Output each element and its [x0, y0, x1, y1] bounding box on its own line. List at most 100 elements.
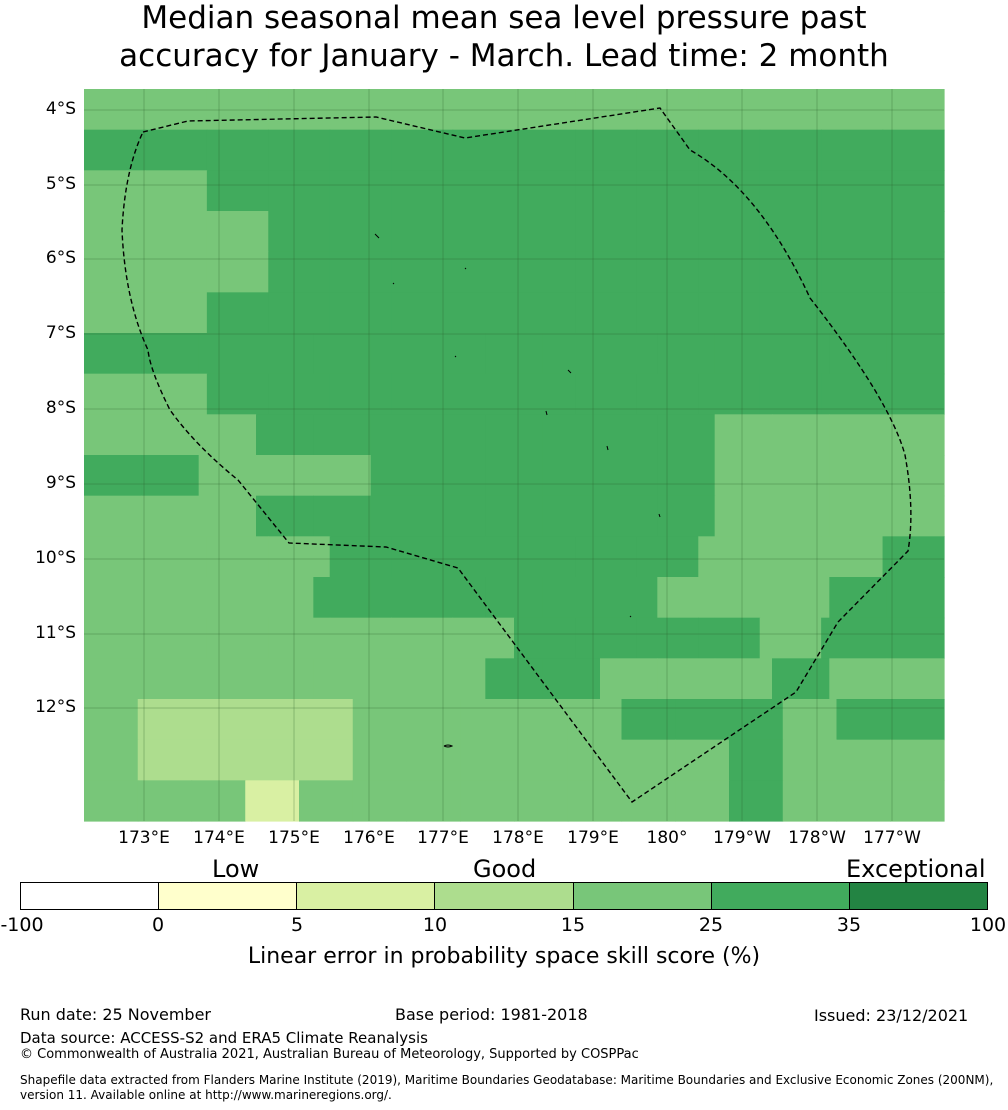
grid-cell: [313, 495, 372, 537]
grid-cell: [821, 89, 884, 131]
colorbar-segment: [297, 883, 436, 909]
grid-cell: [485, 495, 544, 537]
grid-cell: [206, 617, 269, 659]
grid-cell: [313, 414, 372, 456]
grid-cell: [675, 699, 730, 741]
colorbar-segment: [159, 883, 298, 909]
grid-cell: [452, 89, 515, 131]
grid-cell: [206, 170, 269, 212]
grid-cell: [698, 292, 761, 334]
grid-cell: [206, 129, 269, 171]
grid-cell: [636, 373, 699, 415]
grid-cell: [600, 577, 658, 619]
grid-cell: [514, 292, 577, 334]
grid-cell: [759, 617, 822, 659]
grid-cell: [657, 333, 716, 375]
grid-cell: [821, 251, 884, 293]
grid-cell: [268, 373, 331, 415]
grid-cell: [329, 211, 392, 253]
grid-cell: [268, 617, 331, 659]
lon-label: 179°E: [567, 828, 619, 848]
grid-cell: [452, 251, 515, 293]
grid-cell: [191, 699, 246, 741]
grid-cell: [313, 577, 372, 619]
map-title-line2: accuracy for January - March. Lead time:…: [119, 38, 889, 74]
grid-cell: [621, 780, 676, 822]
lon-label: 178°W: [788, 828, 846, 848]
grid-cell: [84, 536, 147, 578]
grid-cell: [428, 455, 486, 497]
lon-label: 176°E: [343, 828, 395, 848]
colorbar-tick: 0: [151, 914, 165, 936]
grid-cell: [514, 699, 569, 741]
grid-cell: [675, 739, 730, 781]
grid-cell: [245, 699, 300, 741]
grid-cell: [84, 292, 147, 334]
grid-cell: [542, 455, 601, 497]
grid-cell: [299, 739, 354, 781]
grid-cell: [829, 455, 888, 497]
issued-date: Issued: 23/12/2021: [814, 1006, 969, 1025]
grid-cell: [391, 373, 454, 415]
colorbar-tick: -100: [0, 914, 44, 936]
island: [454, 355, 457, 358]
grid-cell: [452, 292, 515, 334]
grid-cell: [191, 739, 246, 781]
grid-cell: [636, 170, 699, 212]
grid-cell: [636, 89, 699, 131]
grid-cell: [729, 699, 784, 741]
lat-label: 4°S: [45, 99, 76, 119]
grid-cell: [782, 739, 838, 781]
grid-cell: [882, 211, 945, 253]
islands: [374, 233, 661, 748]
base-period: Base period: 1981-2018: [395, 1005, 588, 1024]
grid-cell: [145, 617, 208, 659]
grid-cell: [575, 617, 638, 659]
grid-cell: [575, 373, 638, 415]
grid-cell: [245, 739, 300, 781]
grid-cell: [206, 373, 269, 415]
grid-cell: [452, 373, 515, 415]
grid-cell: [329, 373, 392, 415]
island: [606, 445, 609, 451]
grid-cell: [829, 577, 888, 619]
grid-cell: [698, 536, 761, 578]
grid-cell: [575, 292, 638, 334]
grid-cell: [821, 373, 884, 415]
grid-cell: [698, 129, 761, 171]
grid-cell: [636, 536, 699, 578]
colorbar-segment: [711, 883, 850, 909]
grid-cell: [460, 699, 515, 741]
grid-cell: [84, 333, 142, 375]
grid-cell: [890, 780, 945, 822]
grid-cell: [542, 577, 601, 619]
grid-cell: [137, 739, 193, 781]
grid-cell: [268, 536, 331, 578]
grid-cell: [84, 739, 139, 781]
grid-cell: [84, 251, 147, 293]
grid-cell: [256, 333, 314, 375]
grid-cell: [772, 658, 830, 700]
grid-cell: [729, 739, 784, 781]
grid-cell: [542, 333, 601, 375]
island: [567, 369, 572, 374]
grid-cell: [370, 333, 429, 375]
grid-cell: [198, 455, 257, 497]
grid-cell: [772, 495, 830, 537]
grid-cell: [890, 699, 945, 741]
colorbar-tick: 35: [836, 914, 862, 936]
grid-cell: [882, 129, 945, 171]
grid-cell: [428, 577, 486, 619]
grid-cell: [329, 536, 392, 578]
grid-cell: [886, 333, 945, 375]
colorbar-tick: 100: [969, 914, 1007, 936]
grid-cell: [882, 536, 945, 578]
category-low: Low: [212, 855, 260, 883]
grid-cell: [206, 251, 269, 293]
grid-cell: [198, 414, 257, 456]
grid-cell: [882, 251, 945, 293]
grid-cell: [313, 455, 372, 497]
grid-cell: [542, 414, 601, 456]
lat-label: 12°S: [35, 697, 76, 717]
grid-cell: [256, 658, 314, 700]
